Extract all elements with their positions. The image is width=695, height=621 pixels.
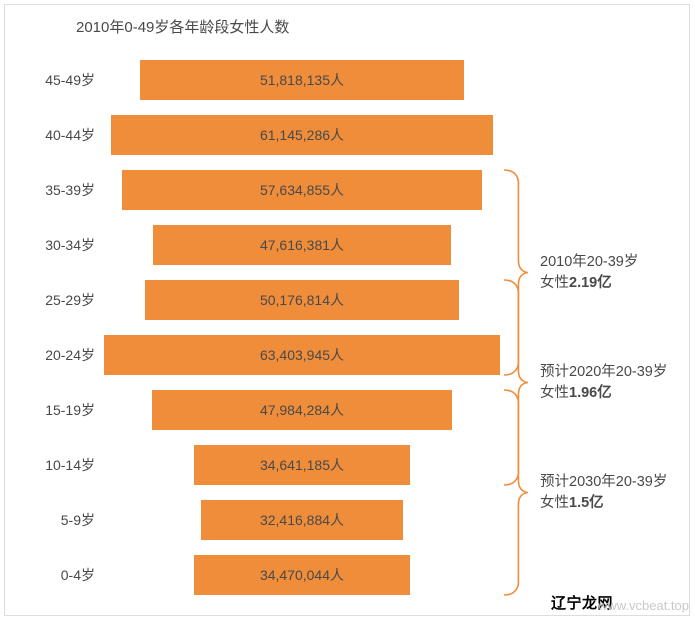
bar: 32,416,884人: [201, 500, 403, 540]
annotation: 预计2030年20-39岁女性1.5亿: [540, 472, 667, 514]
bar-value: 63,403,945人: [260, 347, 344, 363]
bar: 47,616,381人: [153, 225, 450, 265]
annotation: 2010年20-39岁女性2.19亿: [540, 252, 638, 294]
annotation-line2: 女性2.19亿: [540, 273, 638, 294]
chart-row: 5-9岁 32,416,884人: [0, 492, 500, 547]
axis-label: 10-14岁: [0, 455, 95, 475]
chart-row: 0-4岁 34,470,044人: [0, 547, 500, 602]
axis-label: 45-49岁: [0, 70, 95, 90]
chart-row: 25-29岁 50,176,814人: [0, 272, 500, 327]
bar: 57,634,855人: [122, 170, 482, 210]
bar-value: 32,416,884人: [260, 512, 344, 528]
annotation: 预计2020年20-39岁女性1.96亿: [540, 362, 667, 404]
bar: 47,984,284人: [152, 390, 452, 430]
bar-value: 34,470,044人: [260, 567, 344, 583]
bar-value: 47,984,284人: [260, 402, 344, 418]
axis-label: 35-39岁: [0, 180, 95, 200]
bar-value: 34,641,185人: [260, 457, 344, 473]
axis-label: 25-29岁: [0, 290, 95, 310]
axis-label: 5-9岁: [0, 510, 95, 530]
annotation-line2-bold: 2.19亿: [569, 275, 612, 291]
bar: 61,145,286人: [111, 115, 493, 155]
annotation-line2: 女性1.5亿: [540, 493, 667, 514]
axis-label: 30-34岁: [0, 235, 95, 255]
watermark-url: www.vcbeat.top: [598, 598, 689, 613]
chart-row: 20-24岁 63,403,945人: [0, 327, 500, 382]
bar: 34,641,185人: [194, 445, 410, 485]
annotation-braces: [504, 52, 534, 612]
annotation-line2-bold: 1.96亿: [569, 385, 612, 401]
annotation-line2-bold: 1.5亿: [569, 495, 604, 511]
annotation-line1: 2010年20-39岁: [540, 252, 638, 273]
chart-title: 2010年0-49岁各年龄段女性人数: [76, 16, 289, 37]
bar: 63,403,945人: [104, 335, 500, 375]
chart-row: 10-14岁 34,641,185人: [0, 437, 500, 492]
bar-chart: 45-49岁 51,818,135人 40-44岁 61,145,286人 35-39岁…: [0, 52, 500, 602]
chart-row: 15-19岁 47,984,284人: [0, 382, 500, 437]
bar: 50,176,814人: [145, 280, 458, 320]
bar-value: 61,145,286人: [260, 127, 344, 143]
axis-label: 0-4岁: [0, 565, 95, 585]
bar: 51,818,135人: [140, 60, 464, 100]
chart-row: 45-49岁 51,818,135人: [0, 52, 500, 107]
chart-row: 40-44岁 61,145,286人: [0, 107, 500, 162]
axis-label: 15-19岁: [0, 400, 95, 420]
annotation-line1: 预计2030年20-39岁: [540, 472, 667, 493]
bar-value: 50,176,814人: [260, 292, 344, 308]
annotation-line1: 预计2020年20-39岁: [540, 362, 667, 383]
chart-row: 30-34岁 47,616,381人: [0, 217, 500, 272]
annotation-line2-pre: 女性: [540, 385, 569, 401]
annotation-line2-pre: 女性: [540, 275, 569, 291]
axis-label: 20-24岁: [0, 345, 95, 365]
annotation-line2-pre: 女性: [540, 495, 569, 511]
axis-label: 40-44岁: [0, 125, 95, 145]
bar-value: 57,634,855人: [260, 182, 344, 198]
chart-row: 35-39岁 57,634,855人: [0, 162, 500, 217]
bar-value: 47,616,381人: [260, 237, 344, 253]
brace-icon: [504, 390, 528, 595]
bar: 34,470,044人: [194, 555, 409, 595]
annotation-line2: 女性1.96亿: [540, 383, 667, 404]
bar-value: 51,818,135人: [260, 72, 344, 88]
annotation-text-area: 2010年20-39岁女性2.19亿预计2020年20-39岁女性1.96亿预计…: [540, 52, 688, 612]
